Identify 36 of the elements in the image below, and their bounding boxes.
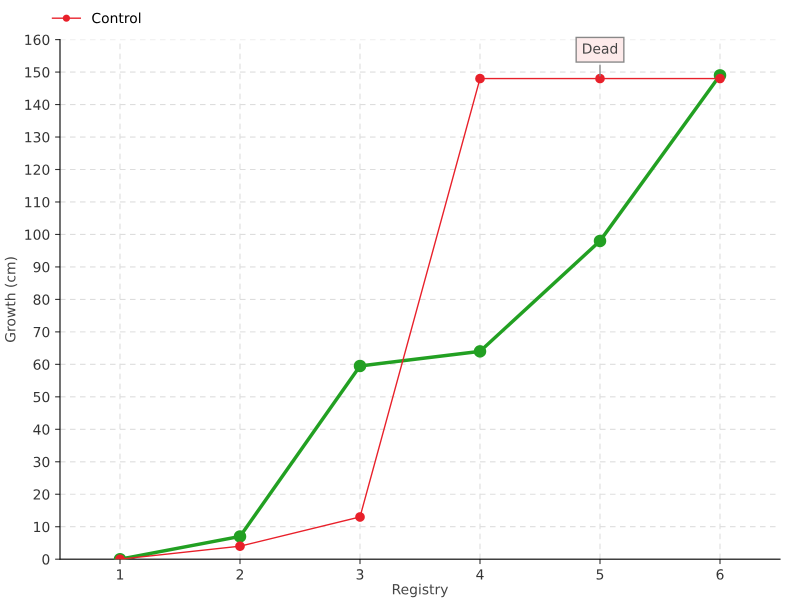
x-tick-label: 5 [596, 569, 604, 580]
legend-label: Control [92, 12, 140, 24]
x-tick-label: 3 [356, 569, 364, 580]
x-tick-label: 6 [716, 569, 724, 580]
point [235, 541, 245, 552]
point [594, 234, 606, 248]
x-tick-label: 2 [236, 569, 244, 580]
y-tick-label: 80 [34, 294, 50, 305]
y-tick-label: 30 [34, 456, 50, 468]
y-tick-label: 100 [25, 229, 50, 240]
point [234, 530, 246, 543]
y-tick-label: 160 [25, 34, 50, 46]
y-tick-label: 90 [33, 262, 50, 272]
y-axis-title: Growth (cm) [4, 257, 18, 342]
point [595, 74, 605, 84]
point [355, 512, 365, 522]
point [474, 345, 486, 358]
y-tick-label: 120 [25, 164, 50, 175]
x-tick-label: 4 [476, 569, 484, 580]
point [475, 74, 485, 84]
x-axis-title: Registry [392, 584, 448, 598]
point [715, 74, 725, 84]
y-tick-label: 130 [25, 132, 50, 142]
y-tick-label: 0 [42, 554, 50, 565]
y-tick-label: 50 [34, 392, 50, 402]
y-tick-label: 40 [33, 424, 50, 435]
x-tick-label: 1 [117, 569, 124, 580]
y-tick-label: 140 [25, 100, 50, 110]
y-tick-label: 110 [25, 196, 50, 208]
y-tick-label: 60 [34, 359, 50, 370]
y-tick-label: 150 [25, 67, 50, 78]
y-tick-label: 20 [34, 489, 50, 500]
y-tick-label: 10 [34, 522, 50, 532]
annotation: Dead [583, 43, 618, 54]
y-tick-label: 70 [34, 326, 50, 338]
point [354, 360, 366, 372]
